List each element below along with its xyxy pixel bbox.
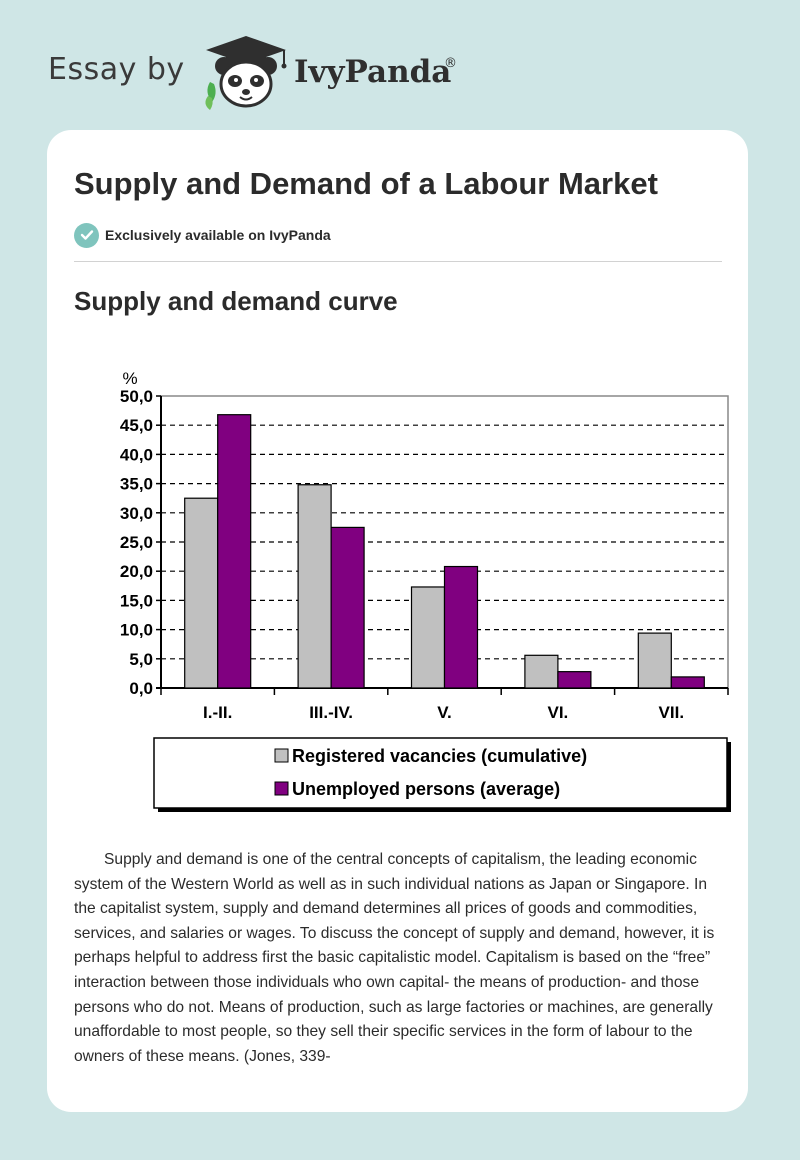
panda-graduate-icon[interactable] (200, 34, 292, 110)
y-tick-label: 15,0 (120, 591, 153, 610)
bar (330, 526, 365, 689)
brand-prefix: Essay by (48, 52, 185, 87)
bar (670, 676, 705, 689)
y-tick-label: 35,0 (120, 475, 153, 494)
y-tick-label: 40,0 (120, 445, 153, 464)
bar (184, 497, 219, 689)
x-tick-label: I.-II. (203, 703, 232, 722)
x-tick-label: VII. (659, 703, 685, 722)
article-card: Supply and Demand of a Labour Market Exc… (47, 130, 748, 1112)
bar (637, 632, 672, 689)
y-tick-label: 0,0 (129, 679, 153, 698)
page-title: Supply and Demand of a Labour Market (74, 166, 658, 201)
x-tick-label: III.-IV. (309, 703, 353, 722)
y-tick-label: 30,0 (120, 504, 153, 523)
bar-chart: 0,0 5,0 10,0 15,0 20,0 25,0 30,0 35,0 40,0 45,0 50… (120, 369, 731, 812)
y-unit-label: % (122, 369, 137, 388)
brand-registered-mark: ® (444, 56, 457, 71)
y-tick-label: 50,0 (120, 387, 153, 406)
y-tick-label: 20,0 (120, 562, 153, 581)
y-tick-label: 10,0 (120, 621, 153, 640)
bar (410, 586, 446, 689)
legend-label: Unemployed persons (average) (292, 779, 560, 799)
legend-swatch (274, 748, 289, 763)
badge-label: Exclusively available on IvyPanda (105, 227, 331, 243)
bar (557, 671, 592, 689)
legend-swatch (274, 781, 289, 796)
bar (217, 414, 252, 689)
legend-label: Registered vacancies (cumulative) (292, 746, 587, 766)
site-header: Essay by IvyPanda ® (0, 0, 800, 130)
y-tick-label: 45,0 (120, 416, 153, 435)
legend (153, 737, 728, 809)
x-tick-label: V. (437, 703, 452, 722)
bar (297, 484, 332, 689)
exclusive-badge: Exclusively available on IvyPanda (74, 222, 331, 248)
y-tick-label: 5,0 (129, 650, 153, 669)
divider (74, 261, 722, 262)
check-icon (74, 222, 99, 248)
section-title: Supply and demand curve (74, 286, 398, 316)
y-tick-label: 25,0 (120, 533, 153, 552)
brand-name[interactable]: IvyPanda (294, 54, 452, 90)
x-tick-label: VI. (548, 703, 569, 722)
bar (443, 565, 479, 689)
article-paragraph: Supply and demand is one of the central … (74, 851, 715, 1065)
bar (524, 654, 559, 689)
